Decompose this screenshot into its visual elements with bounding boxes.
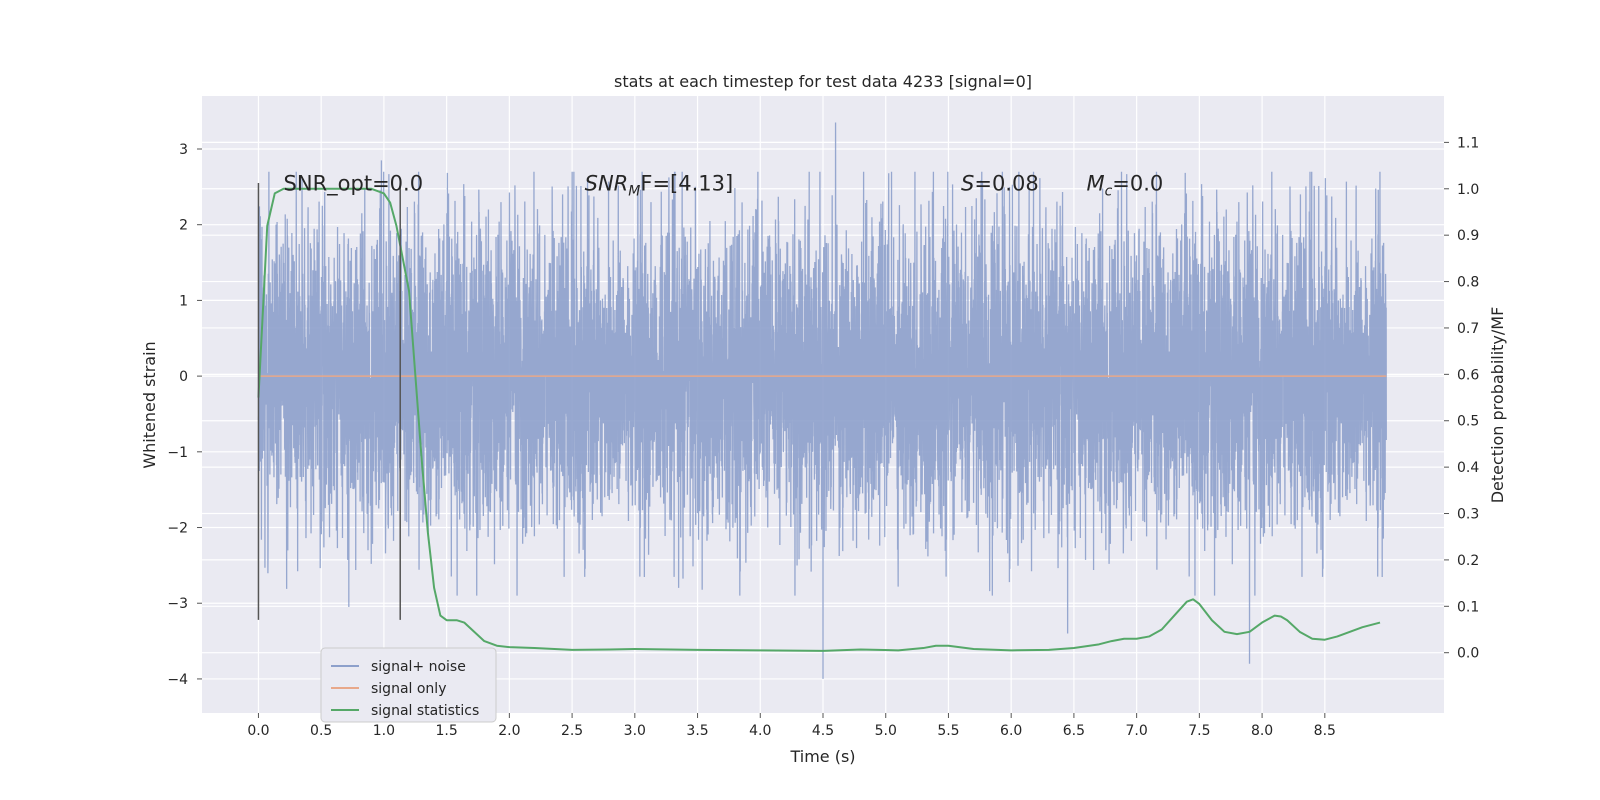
x-tick-label: 4.0 <box>749 723 771 739</box>
y-right-tick-label: 0.2 <box>1457 553 1479 569</box>
y-right-tick-label: 0.8 <box>1457 275 1479 291</box>
y-left-tick-label: 3 <box>179 142 188 158</box>
x-tick-label: 0.0 <box>247 723 269 739</box>
signal-statistics-line <box>257 187 1381 652</box>
x-tick-label: 1.5 <box>436 723 458 739</box>
annotations: SNR_opt=0.0 SNRMF=[4.13] S=0.08 Mc=0.0 <box>284 172 1164 200</box>
legend: signal+ noise signal only signal statistic… <box>320 647 497 723</box>
signal-noise-series <box>257 122 1387 679</box>
signal-noise-line <box>257 122 1387 679</box>
legend-label: signal only <box>371 681 446 697</box>
y-left-axis-ticks: 3 2 1 0 −1 −2 −3 −4 <box>167 142 202 688</box>
x-tick-label: 7.5 <box>1188 723 1210 739</box>
x-tick-label: 2.0 <box>498 723 520 739</box>
y-left-tick-label: −2 <box>167 521 188 537</box>
y-right-tick-label: 0.7 <box>1457 321 1479 337</box>
x-tick-label: 3.0 <box>624 723 646 739</box>
y-left-tick-label: 0 <box>179 369 188 385</box>
y-left-axis-label: Whitened strain <box>140 341 159 468</box>
x-tick-label: 2.5 <box>561 723 583 739</box>
annotation-text: SNRMF=[4.13] <box>585 172 734 200</box>
y-right-axis-label: Detection probability/MF <box>1488 307 1507 504</box>
x-tick-label: 6.5 <box>1063 723 1085 739</box>
y-right-tick-label: 1.1 <box>1457 135 1479 151</box>
x-axis-label: Time (s) <box>789 747 855 766</box>
y-left-tick-label: 2 <box>179 218 188 234</box>
y-right-tick-label: 0.4 <box>1457 460 1479 476</box>
y-right-tick-label: 0.1 <box>1457 599 1479 615</box>
x-tick-label: 4.5 <box>812 723 834 739</box>
y-right-axis-ticks: 1.1 1.0 0.9 0.8 0.7 0.6 0.5 0.4 0.3 0.2 0.1 0.0 <box>1444 135 1479 662</box>
x-tick-label: 3.5 <box>686 723 708 739</box>
x-tick-label: 7.0 <box>1126 723 1148 739</box>
signal-statistics-series <box>257 187 1381 652</box>
x-axis-ticks: 0.0 0.5 1.0 1.5 2.0 2.5 3.0 3.5 4.0 4.5 5.0 5.5 6.0 6… <box>247 713 1336 739</box>
legend-box <box>320 647 497 723</box>
vertical-markers <box>257 183 401 620</box>
x-tick-label: 5.0 <box>875 723 897 739</box>
legend-label: signal statistics <box>371 703 479 719</box>
y-right-tick-label: 0.0 <box>1457 646 1479 662</box>
y-right-tick-label: 0.5 <box>1457 414 1479 430</box>
x-tick-label: 8.0 <box>1251 723 1273 739</box>
y-right-tick-label: 1.0 <box>1457 182 1479 198</box>
y-right-tick-label: 0.6 <box>1457 367 1479 383</box>
y-left-tick-label: 1 <box>179 293 188 309</box>
x-tick-label: 1.0 <box>373 723 395 739</box>
y-right-tick-label: 0.3 <box>1457 507 1479 523</box>
y-right-tick-label: 0.9 <box>1457 228 1479 244</box>
annotation-text: S=0.08 <box>961 172 1039 196</box>
x-tick-label: 8.5 <box>1314 723 1336 739</box>
legend-label: signal+ noise <box>371 659 466 675</box>
annotation-text: SNR_opt=0.0 <box>284 172 424 197</box>
y-left-tick-label: −3 <box>167 596 188 612</box>
x-tick-label: 6.0 <box>1000 723 1022 739</box>
x-tick-label: 0.5 <box>310 723 332 739</box>
chart-title: stats at each timestep for test data 423… <box>614 72 1032 91</box>
y-left-tick-label: −4 <box>167 672 188 688</box>
y-left-tick-label: −1 <box>167 445 188 461</box>
x-tick-label: 5.5 <box>937 723 959 739</box>
annotation-text: Mc=0.0 <box>1086 172 1163 200</box>
